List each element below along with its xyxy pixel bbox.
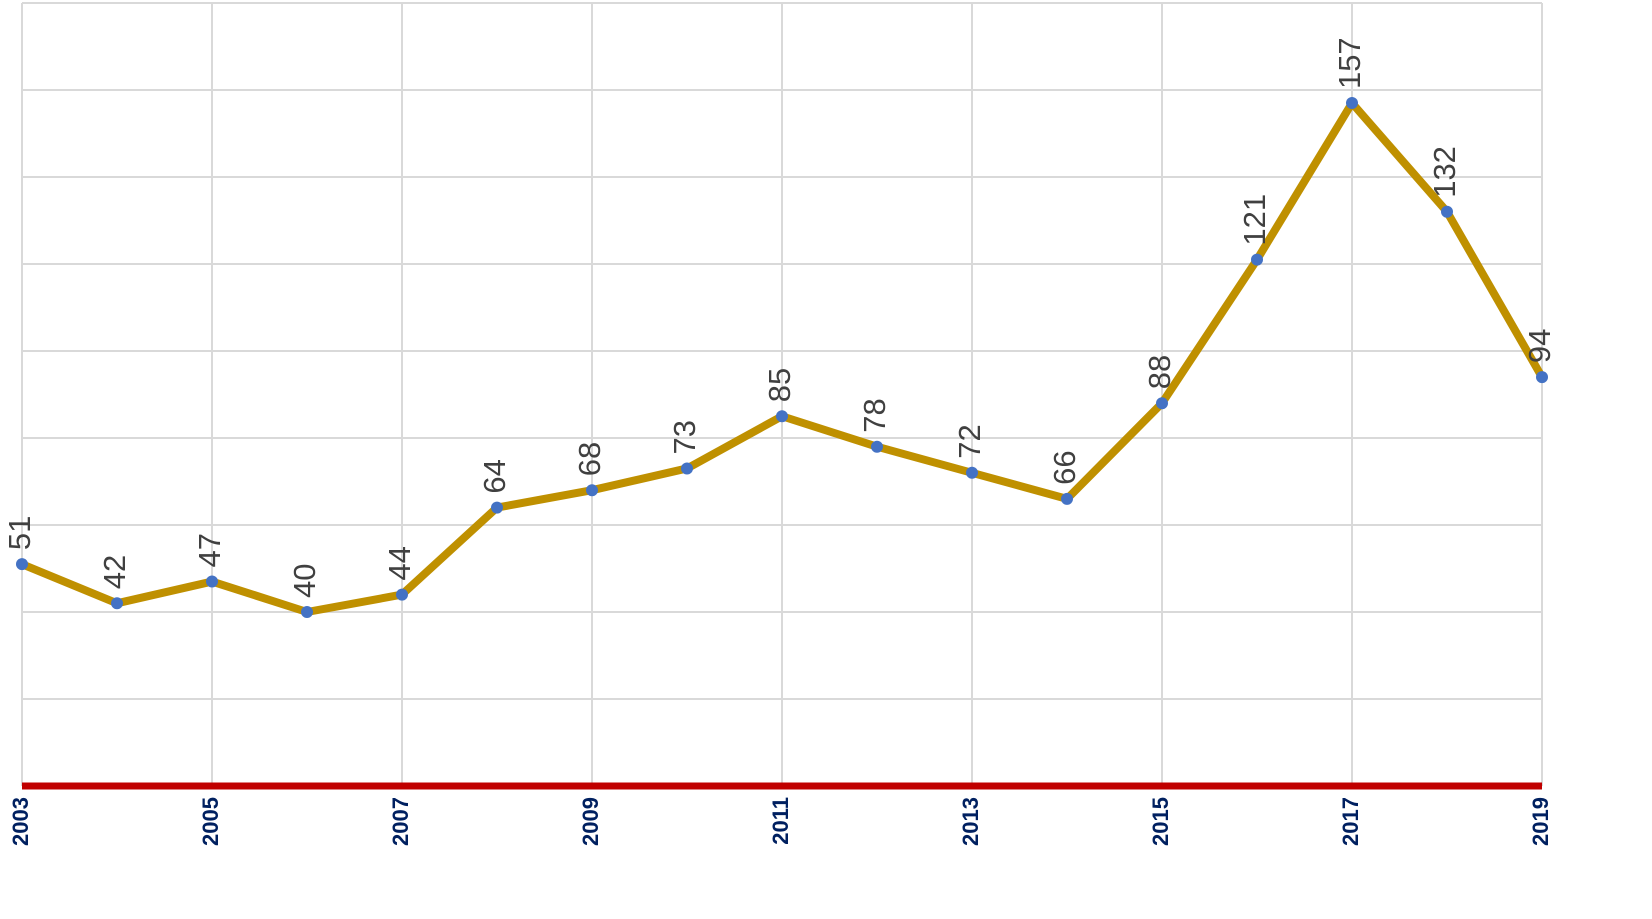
data-label: 44	[382, 546, 417, 580]
data-label: 72	[952, 424, 987, 458]
data-label: 66	[1047, 450, 1082, 484]
data-label: 73	[667, 420, 702, 454]
marker	[871, 440, 883, 453]
x-tick-label: 2013	[958, 797, 983, 846]
x-tick-label: 2011	[768, 797, 793, 845]
x-tick-label: 2003	[8, 797, 33, 846]
x-tick-label: 2009	[578, 797, 603, 846]
data-label: 132	[1427, 146, 1462, 198]
data-label: 94	[1522, 329, 1557, 363]
marker	[491, 501, 503, 514]
data-label: 42	[97, 555, 132, 589]
marker	[1061, 492, 1073, 505]
data-label: 47	[192, 533, 227, 567]
data-label: 51	[2, 516, 37, 550]
marker	[1156, 397, 1168, 410]
x-tick-label: 2005	[198, 797, 223, 846]
marker	[206, 575, 218, 588]
marker	[1251, 253, 1263, 266]
marker	[966, 466, 978, 479]
data-label: 157	[1332, 37, 1367, 89]
marker	[301, 606, 313, 618]
marker	[681, 462, 693, 475]
marker	[1536, 371, 1548, 384]
data-label: 121	[1237, 194, 1272, 246]
marker	[16, 558, 28, 571]
marker	[586, 484, 598, 497]
data-label: 85	[762, 368, 797, 402]
marker	[1441, 205, 1453, 218]
data-label: 40	[287, 564, 322, 598]
x-tick-label: 2015	[1148, 797, 1173, 846]
data-label: 88	[1142, 355, 1177, 389]
data-label: 68	[572, 442, 607, 476]
x-tick-label: 2017	[1338, 797, 1363, 846]
x-tick-label: 2019	[1528, 797, 1553, 846]
marker	[396, 588, 408, 601]
marker	[776, 410, 788, 423]
data-label: 64	[477, 459, 512, 493]
marker	[111, 597, 123, 610]
x-tick-label: 2007	[388, 797, 413, 846]
data-label: 78	[857, 398, 892, 432]
marker	[1346, 97, 1358, 110]
